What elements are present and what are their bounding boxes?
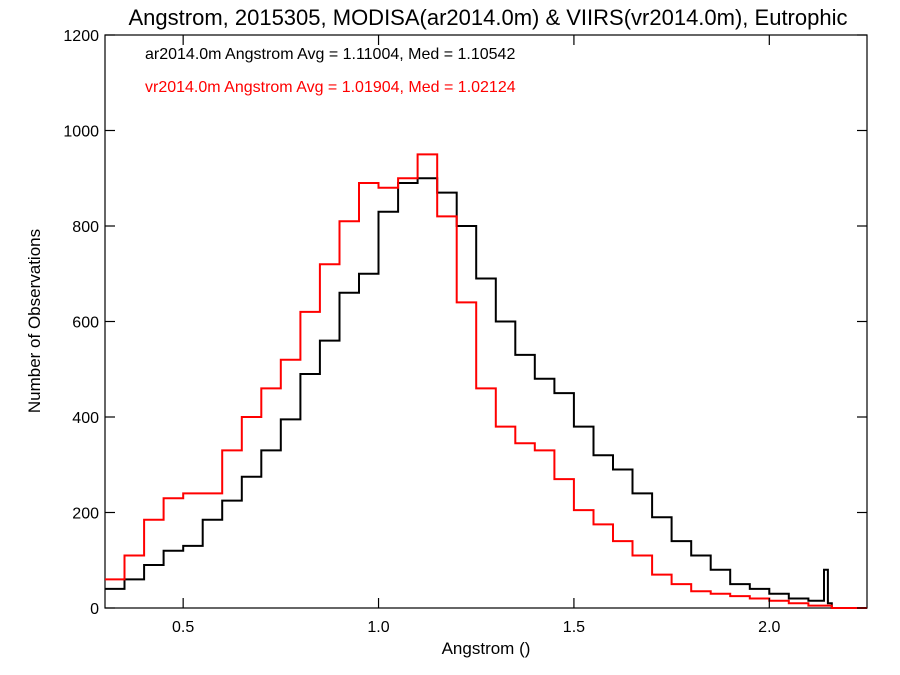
legend-entry-ar2014: ar2014.0m Angstrom Avg = 1.11004, Med = … [145, 46, 515, 63]
y-tick-label: 400 [72, 410, 99, 427]
y-tick-label: 800 [72, 219, 99, 236]
x-axis: 0.5 1.0 1.5 2.0 [172, 35, 781, 636]
y-tick-label: 1000 [63, 124, 99, 141]
series-line-1 [105, 153, 867, 609]
legend-entry-vr2014: vr2014.0m Angstrom Avg = 1.01904, Med = … [145, 79, 516, 96]
y-tick-label: 1200 [63, 28, 99, 45]
x-tick-label: 0.5 [172, 619, 194, 636]
plot-frame [104, 34, 868, 609]
y-tick-label: 0 [90, 601, 99, 618]
series-line-0 [105, 177, 867, 609]
x-axis-label: Angstrom () [442, 639, 531, 658]
x-tick-label: 1.0 [367, 619, 389, 636]
chart-title: Angstrom, 2015305, MODISA(ar2014.0m) & V… [129, 5, 848, 30]
x-tick-label: 2.0 [758, 619, 780, 636]
y-tick-label: 200 [72, 506, 99, 523]
y-axis: 0 200 400 600 800 1000 1200 [63, 28, 867, 618]
plot-area: 0.5 1.0 1.5 2.0 0 200 400 600 800 1000 1200 [63, 28, 868, 636]
y-tick-label: 600 [72, 315, 99, 332]
x-tick-label: 1.5 [563, 619, 585, 636]
series-layer [105, 153, 867, 609]
y-axis-label: Number of Observations [25, 229, 44, 413]
